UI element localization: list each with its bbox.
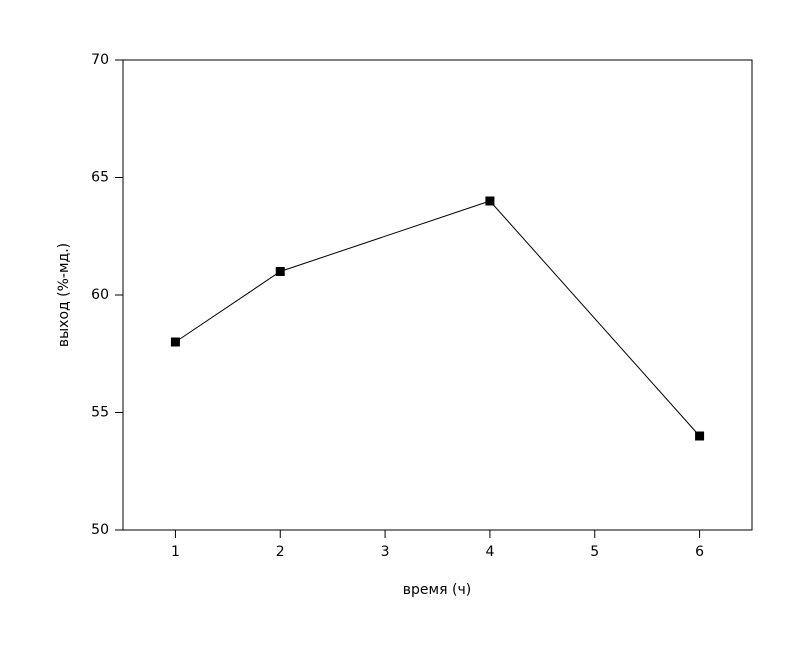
- marker: [275, 267, 285, 276]
- y-tick-label: 55: [91, 405, 109, 421]
- x-tick-label: 3: [381, 544, 390, 560]
- x-tick-label: 6: [695, 544, 704, 560]
- y-axis-label: выход (%-мд.): [56, 243, 72, 347]
- marker: [695, 431, 705, 441]
- y-tick-label: 65: [91, 170, 109, 186]
- y-tick-label: 50: [91, 522, 109, 538]
- marker: [485, 196, 495, 206]
- x-tick-label: 2: [276, 544, 285, 560]
- x-axis-label: время (ч): [403, 582, 471, 598]
- y-tick-label: 60: [91, 287, 109, 303]
- x-tick-label: 5: [590, 544, 599, 560]
- x-tick-label: 1: [171, 544, 180, 560]
- plot-frame: [122, 59, 753, 531]
- x-tick-label: 4: [485, 544, 494, 560]
- y-tick-label: 70: [91, 52, 109, 68]
- marker: [170, 337, 180, 347]
- line: [175, 200, 700, 437]
